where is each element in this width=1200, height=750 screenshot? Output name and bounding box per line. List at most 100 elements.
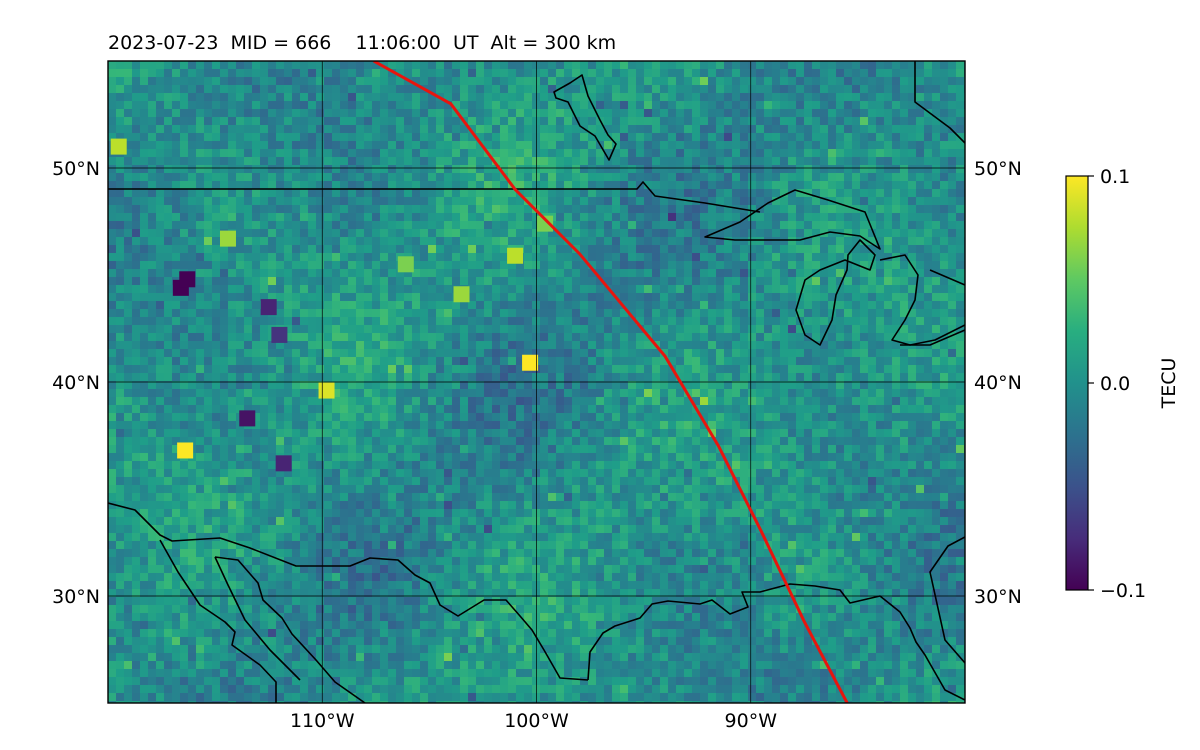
- tec-cell: [932, 165, 940, 173]
- tec-cell: [564, 85, 572, 93]
- tec-cell: [276, 85, 284, 93]
- tec-cell: [356, 165, 364, 173]
- tec-cell: [764, 101, 772, 109]
- tec-cell: [388, 397, 396, 405]
- tec-cell: [924, 205, 932, 213]
- tec-cell: [932, 237, 940, 245]
- tec-cell: [620, 93, 628, 101]
- tec-cell: [676, 149, 684, 157]
- tec-cell: [364, 301, 372, 309]
- tec-cell: [364, 93, 372, 101]
- tec-cell: [148, 293, 156, 301]
- tec-cell: [900, 149, 908, 157]
- tec-cell: [340, 165, 348, 173]
- tec-cell: [284, 229, 292, 237]
- tec-cell: [140, 213, 148, 221]
- tec-cell: [292, 221, 300, 229]
- tec-cell: [452, 85, 460, 93]
- tec-cell: [820, 277, 828, 285]
- tec-cell: [700, 141, 708, 149]
- tec-cell: [668, 109, 676, 117]
- tec-cell: [580, 381, 588, 389]
- tec-cell: [316, 429, 324, 437]
- tec-cell: [892, 405, 900, 413]
- tec-cell: [668, 181, 676, 189]
- tec-cell: [548, 373, 556, 381]
- tec-cell: [156, 221, 164, 229]
- tec-cell: [380, 165, 388, 173]
- tec-cell: [684, 141, 692, 149]
- tec-cell: [636, 269, 644, 277]
- tec-cell: [148, 85, 156, 93]
- tec-cell: [820, 381, 828, 389]
- tec-cell: [884, 189, 892, 197]
- tec-cell: [436, 277, 444, 285]
- tec-cell: [684, 373, 692, 381]
- tec-cell: [348, 253, 356, 261]
- tec-cell: [692, 237, 700, 245]
- tec-cell: [932, 325, 940, 333]
- tec-cell: [428, 197, 436, 205]
- tec-cell: [836, 197, 844, 205]
- tec-cell: [484, 109, 492, 117]
- tec-cell: [452, 421, 460, 429]
- tec-cell: [300, 413, 308, 421]
- tec-cell: [572, 373, 580, 381]
- tec-cell: [428, 405, 436, 413]
- tec-cell: [908, 277, 916, 285]
- tec-cell: [924, 389, 932, 397]
- tec-cell: [124, 277, 132, 285]
- tec-cell: [156, 333, 164, 341]
- tec-cell: [940, 165, 948, 173]
- tec-cell: [740, 245, 748, 253]
- tec-cell: [356, 85, 364, 93]
- tec-cell: [876, 229, 884, 237]
- tec-cell: [684, 253, 692, 261]
- tec-cell: [140, 181, 148, 189]
- tec-cell: [620, 373, 628, 381]
- tec-cell: [620, 173, 628, 181]
- tec-cell: [772, 125, 780, 133]
- tec-cell: [580, 221, 588, 229]
- tec-cell: [588, 93, 596, 101]
- tec-cell: [412, 141, 420, 149]
- tec-cell: [236, 293, 244, 301]
- tec-cell: [132, 325, 140, 333]
- tec-cell: [868, 389, 876, 397]
- tec-cell: [924, 397, 932, 405]
- tec-cell: [660, 133, 668, 141]
- tec-cell: [108, 101, 116, 109]
- tec-cell: [412, 253, 420, 261]
- tec-cell: [860, 365, 868, 373]
- tec-cell: [212, 309, 220, 317]
- tec-cell: [700, 365, 708, 373]
- tec-cell: [380, 373, 388, 381]
- tec-cell: [244, 213, 252, 221]
- tec-cell: [316, 341, 324, 349]
- tec-cell: [228, 197, 236, 205]
- tec-cell: [332, 229, 340, 237]
- tec-cell: [324, 117, 332, 125]
- tec-cell: [628, 221, 636, 229]
- tec-cell: [348, 237, 356, 245]
- tec-cell: [452, 261, 460, 269]
- tec-cell: [460, 237, 468, 245]
- tec-cell: [340, 85, 348, 93]
- tec-cell: [780, 125, 788, 133]
- tec-cell: [524, 277, 532, 285]
- tec-cell: [580, 397, 588, 405]
- tec-cell: [516, 277, 524, 285]
- tec-cell: [324, 277, 332, 285]
- tec-cell: [180, 101, 188, 109]
- tec-cell: [188, 181, 196, 189]
- tec-cell: [332, 109, 340, 117]
- tec-cell: [844, 85, 852, 93]
- tec-cell: [452, 317, 460, 325]
- tec-cell: [708, 93, 716, 101]
- tec-cell: [204, 101, 212, 109]
- tec-cell: [524, 245, 532, 253]
- tec-cell: [956, 357, 964, 365]
- tec-cell: [756, 189, 764, 197]
- tec-cell: [340, 301, 348, 309]
- tec-cell: [452, 197, 460, 205]
